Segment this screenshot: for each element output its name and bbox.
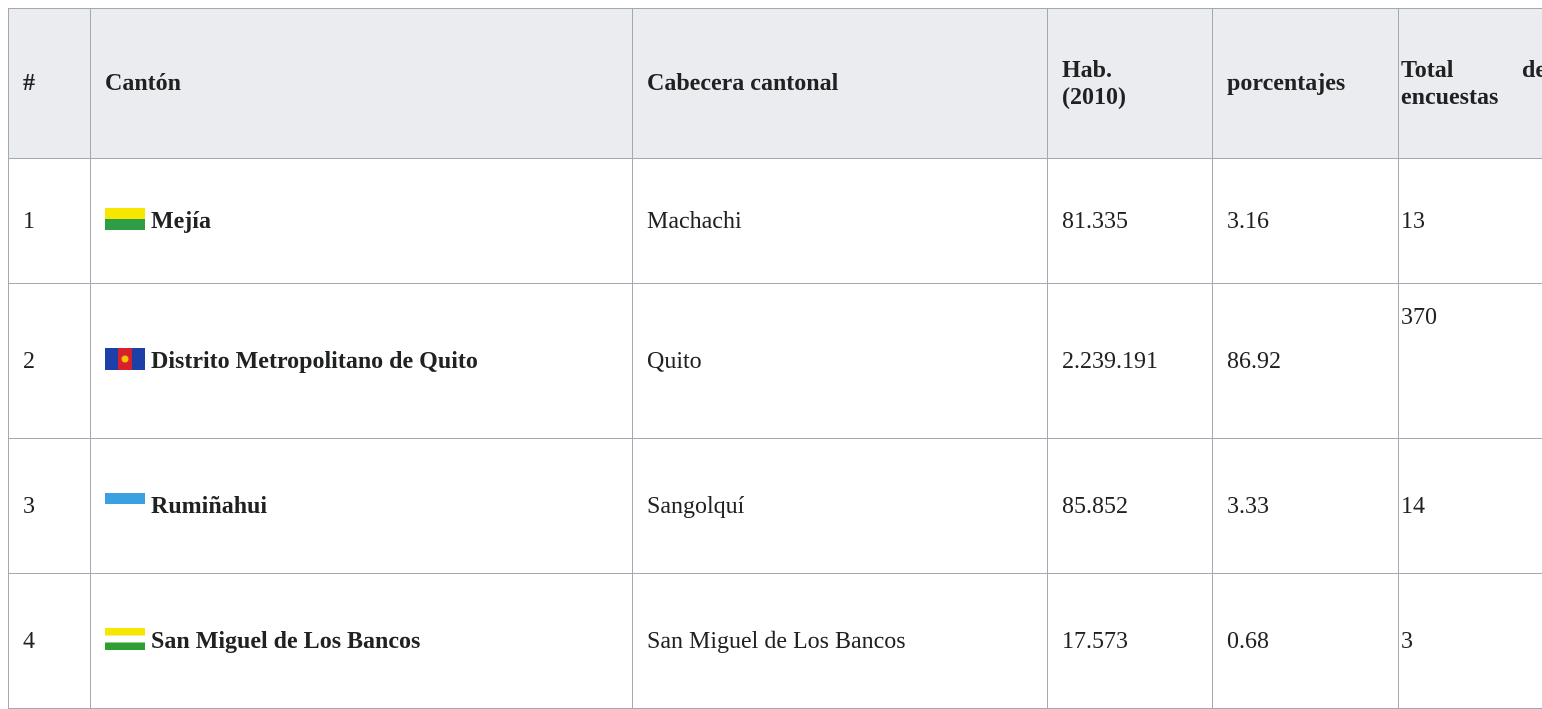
header-cell: Hab. (2010) — [1048, 9, 1213, 159]
flag — [105, 208, 145, 230]
cell: Mejía — [91, 159, 633, 284]
cell: Machachi — [633, 159, 1048, 284]
cell: 3.33 — [1213, 439, 1399, 574]
row: 4 San Miguel de Los Bancos San Miguel de… — [9, 574, 1542, 709]
flag — [105, 348, 145, 370]
header-cell: Total de encuestas — [1399, 9, 1542, 159]
header-cell: porcentajes — [1213, 9, 1399, 159]
cell: 3 — [1399, 574, 1542, 709]
cell: 86.92 — [1213, 284, 1399, 439]
cell: 85.852 — [1048, 439, 1213, 574]
cell: San Miguel de Los Bancos — [91, 574, 633, 709]
cell: 2.239.191 — [1048, 284, 1213, 439]
header-cell: Cantón — [91, 9, 633, 159]
header-cell: # — [9, 9, 91, 159]
cell: 2 — [9, 284, 91, 439]
cell: 4 — [9, 574, 91, 709]
cell: 81.335 — [1048, 159, 1213, 284]
cell: San Miguel de Los Bancos — [633, 574, 1048, 709]
canton-name: San Miguel de Los Bancos — [151, 628, 420, 654]
cell: 0.68 — [1213, 574, 1399, 709]
row: 2 Distrito Metropolitano de Quito Quito … — [9, 284, 1542, 439]
cell: Distrito Metropolitano de Quito — [91, 284, 633, 439]
row: 3 Rumiñahui Sangolquí 85.852 3.33 14 — [9, 439, 1542, 574]
header-row: # Cantón Cabecera cantonal Hab. (2010) p… — [9, 9, 1542, 159]
flag — [105, 628, 145, 650]
cell: Quito — [633, 284, 1048, 439]
cell: 1 — [9, 159, 91, 284]
canton-name: Mejía — [151, 208, 211, 234]
cantons-table: # Cantón Cabecera cantonal Hab. (2010) p… — [8, 8, 1542, 709]
cell: Sangolquí — [633, 439, 1048, 574]
cell: 370 — [1399, 284, 1542, 439]
cell: 3.16 — [1213, 159, 1399, 284]
cell: 3 — [9, 439, 91, 574]
cell: 13 — [1399, 159, 1542, 284]
header-cell: Cabecera cantonal — [633, 9, 1048, 159]
canton-name: Rumiñahui — [151, 493, 267, 519]
cell: 17.573 — [1048, 574, 1213, 709]
flag — [105, 493, 145, 515]
canton-name: Distrito Metropolitano de Quito — [151, 348, 478, 374]
cell: Rumiñahui — [91, 439, 633, 574]
page: # Cantón Cabecera cantonal Hab. (2010) p… — [0, 0, 1542, 672]
row: 1 Mejía Machachi 81.335 3.16 13 — [9, 159, 1542, 284]
cell: 14 — [1399, 439, 1542, 574]
